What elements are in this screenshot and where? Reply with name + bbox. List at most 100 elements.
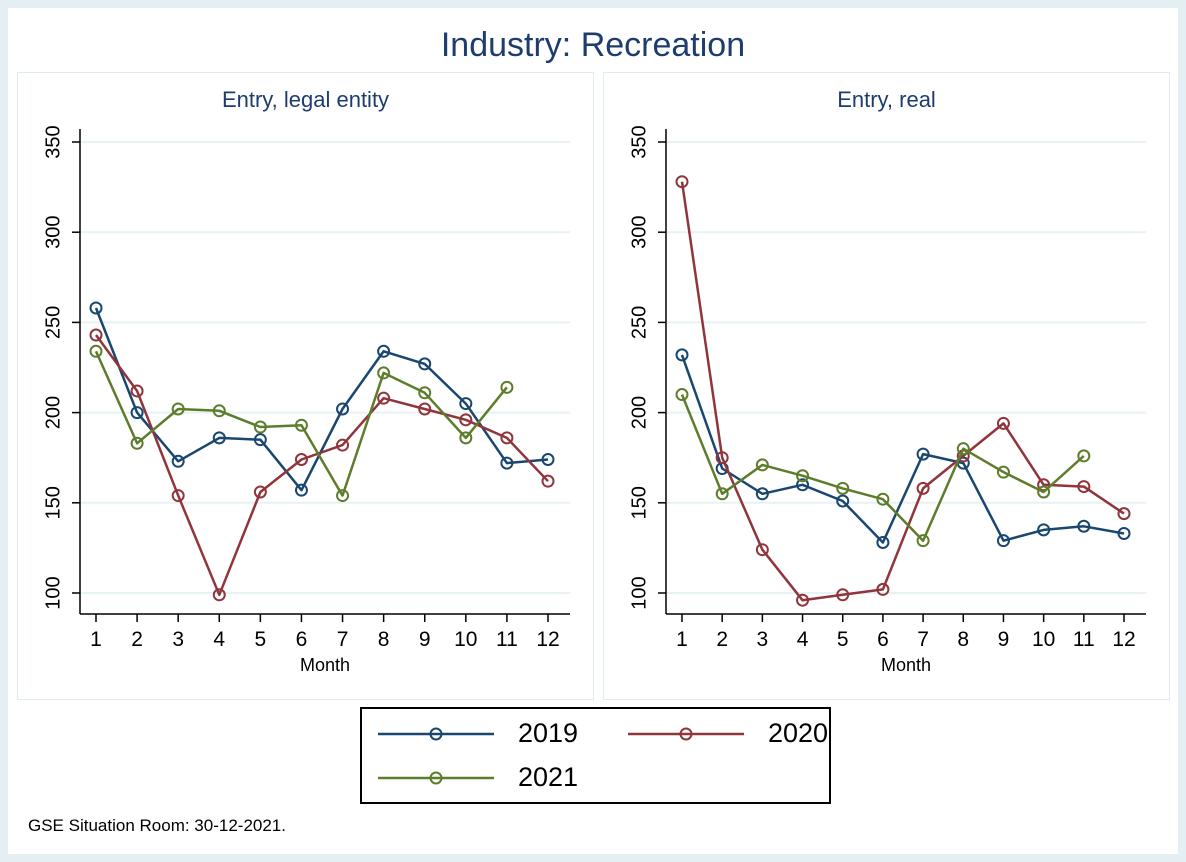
- series-marker-2019: [675, 348, 689, 362]
- series-marker-2019: [253, 433, 267, 447]
- series-marker-2020: [418, 402, 432, 416]
- x-tick-label: 9: [419, 628, 431, 651]
- series-marker-2020: [796, 593, 810, 607]
- series-marker-2020: [212, 588, 226, 602]
- series-line-2019: [94, 307, 549, 492]
- series-marker-2019: [418, 357, 432, 371]
- series-marker-2019: [541, 453, 555, 467]
- series-marker-2020: [459, 413, 473, 427]
- series-line-2021: [94, 350, 508, 497]
- x-tick-label: 11: [496, 628, 518, 651]
- series-line-2020: [94, 334, 549, 597]
- x-tick-label: 3: [172, 628, 184, 651]
- x-tick-label: 6: [296, 628, 308, 651]
- legend-key-marker: [429, 727, 443, 740]
- series-marker-2020: [1117, 507, 1131, 521]
- y-tick-label: 250: [628, 306, 650, 339]
- legend-key-line-2019: [378, 727, 494, 740]
- legend-label-2019: 2019: [518, 718, 579, 748]
- series-marker-2020: [675, 175, 689, 189]
- series-marker-2020: [1037, 478, 1051, 492]
- series-marker-2019: [171, 454, 185, 468]
- x-tick-label: 12: [1112, 628, 1135, 651]
- series-marker-2021: [500, 380, 514, 394]
- series-marker-2019: [876, 535, 890, 549]
- series-marker-2021: [294, 418, 308, 432]
- series-marker-2019: [212, 431, 226, 445]
- legend-item-2020: 2020: [626, 714, 829, 754]
- series-marker-2020: [336, 438, 350, 452]
- series-marker-2019: [1037, 523, 1051, 537]
- panel-title-entry-legal-entity: Entry, legal entity: [221, 87, 390, 112]
- figure-title: Industry: Recreation: [440, 26, 746, 64]
- legend: 2019 2020 2021: [360, 707, 831, 804]
- y-tick-label: 300: [42, 216, 64, 249]
- series-marker-2020: [996, 416, 1010, 430]
- legend-key-line-2021: [378, 771, 494, 784]
- legend-item-2021: 2021: [376, 758, 626, 798]
- series-marker-2021: [336, 489, 350, 503]
- series-marker-2019: [500, 456, 514, 470]
- series-marker-2020: [130, 384, 144, 398]
- x-tick-label: 4: [213, 628, 225, 651]
- series-marker-2019: [836, 494, 850, 508]
- series-marker-2019: [796, 478, 810, 492]
- series-marker-2020: [171, 489, 185, 503]
- series-marker-2019: [1117, 526, 1131, 540]
- source-note: GSE Situation Room: 30-12-2021.: [28, 816, 286, 835]
- y-tick-label: 100: [628, 576, 650, 609]
- x-axis-label: Month: [881, 655, 931, 675]
- series-marker-2019: [130, 406, 144, 420]
- series-marker-2020: [500, 431, 514, 445]
- series-marker-2019: [377, 344, 391, 358]
- y-tick-label: 100: [42, 576, 64, 609]
- series-marker-2019: [1077, 519, 1091, 533]
- series-line-2020: [680, 181, 1125, 602]
- series-marker-2021: [916, 534, 930, 548]
- x-tick-label: 8: [957, 628, 969, 651]
- x-tick-label: 10: [454, 628, 477, 651]
- series-line-2021: [680, 394, 1085, 542]
- series-marker-2021: [253, 420, 267, 434]
- y-tick-label: 150: [42, 486, 64, 519]
- x-tick-label: 5: [837, 628, 849, 651]
- legend-item-2019: 2019: [376, 714, 626, 754]
- x-tick-label: 10: [1032, 628, 1055, 651]
- series-marker-2021: [212, 404, 226, 418]
- series-line-2019: [680, 354, 1125, 544]
- x-axis-label: Month: [300, 655, 350, 675]
- panel-title-entry-real: Entry, real: [837, 87, 936, 112]
- y-tick-label: 300: [628, 216, 650, 249]
- series-marker-2020: [755, 543, 769, 557]
- series-marker-2019: [336, 402, 350, 416]
- series-marker-2021: [1077, 449, 1091, 463]
- series-marker-2020: [253, 485, 267, 499]
- legend-key-marker: [429, 771, 443, 784]
- series-marker-2020: [1077, 480, 1091, 494]
- series-marker-2019: [89, 301, 103, 315]
- series-marker-2021: [1037, 485, 1051, 499]
- x-tick-label: 8: [378, 628, 390, 651]
- x-tick-label: 2: [131, 628, 143, 651]
- y-tick-label: 150: [628, 486, 650, 519]
- x-tick-label: 11: [1073, 628, 1095, 651]
- series-marker-2020: [876, 582, 890, 596]
- legend-key-marker: [679, 727, 693, 740]
- series-marker-2020: [89, 328, 103, 342]
- series-marker-2021: [89, 344, 103, 358]
- series-marker-2021: [876, 492, 890, 506]
- series-marker-2021: [130, 436, 144, 450]
- series-marker-2019: [916, 447, 930, 461]
- panel-entry-real: Entry, real 100 150 200 250 300 350 1 2 3 4 5 6 7 8 9 1…: [603, 72, 1170, 700]
- legend-key-line-2020: [628, 727, 744, 740]
- x-tick-label: 7: [337, 628, 349, 651]
- series-marker-2021: [715, 487, 729, 501]
- y-tick-label: 350: [42, 125, 64, 158]
- series-marker-2020: [916, 481, 930, 495]
- legend-label-2021: 2021: [518, 762, 579, 792]
- panel-entry-legal-entity: Entry, legal entity 100 150 200 250 300 350 1 2…: [17, 72, 594, 700]
- series-marker-2021: [755, 458, 769, 472]
- y-tick-label: 250: [42, 306, 64, 339]
